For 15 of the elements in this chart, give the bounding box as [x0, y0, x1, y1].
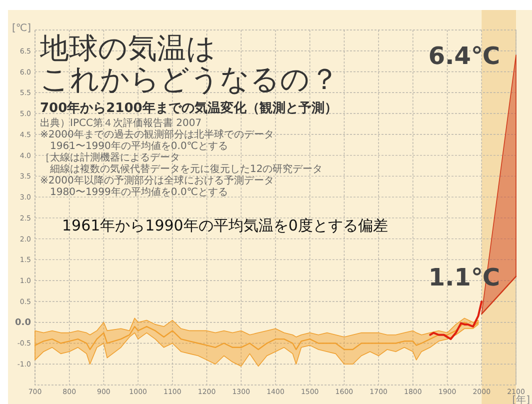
annotation: ※2000年以降の予測部分は全球における予測データ	[40, 174, 274, 186]
y-axis-title: [℃]	[12, 23, 32, 34]
annotation: 6.4℃	[428, 42, 500, 70]
annotation: 細線は複数の気候代替データを元に復元した12の研究データ	[40, 163, 323, 175]
chart-title: 地球の気温は	[39, 31, 216, 65]
text: これからどうなるの？	[40, 62, 339, 96]
annotation: ※2000年までの過去の観測部分は北半球でのデータ	[40, 128, 274, 140]
annotation: 出典）IPCC第４次評価報告書 2007	[40, 117, 202, 129]
annotation: 1961年から1990年の平均気温を0度とする偏差	[62, 216, 388, 234]
annotation: ［太線は計測機器によるデータ	[40, 152, 180, 164]
y-tick-label: 0.0	[15, 318, 31, 328]
annotation: 1980〜1999年の平均値を0.0℃とする	[40, 186, 228, 198]
annotation: 1961〜1990年の平均値を0.0℃とする	[40, 140, 228, 152]
annotation: 700年から2100年までの気温変化（観測と予測）	[40, 100, 338, 116]
x-axis-title: [年]	[512, 394, 530, 404]
